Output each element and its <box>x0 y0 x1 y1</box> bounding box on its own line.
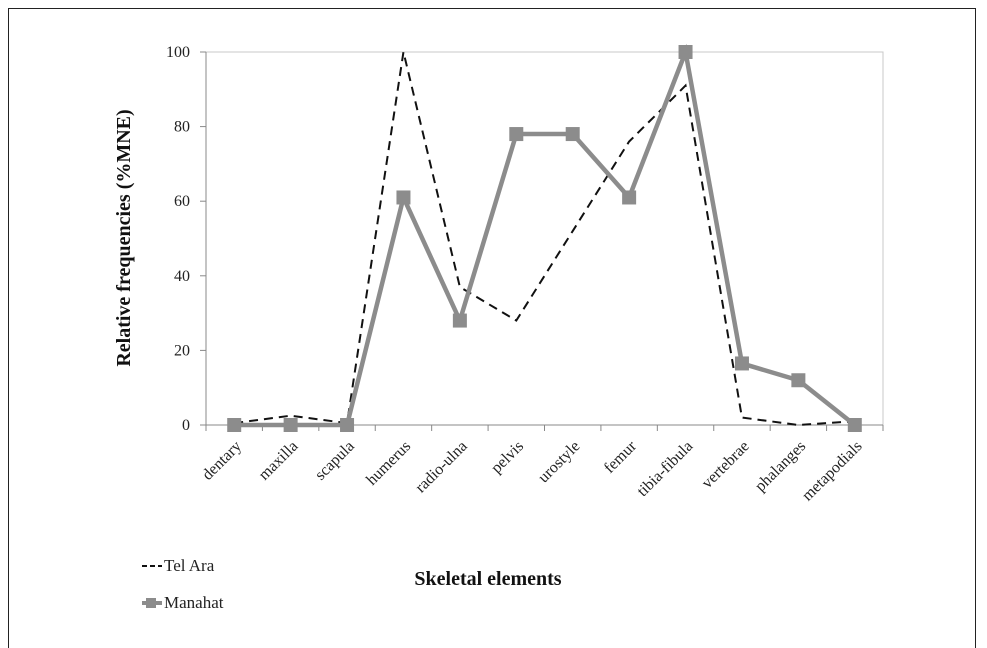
x-tick-label: radio-ulna <box>412 438 471 497</box>
data-point-manahat <box>509 127 524 142</box>
x-tick-label: humerus <box>363 438 414 489</box>
x-axis-title: Skeletal elements <box>414 568 561 590</box>
data-point-manahat <box>227 418 242 432</box>
legend: Tel Ara Manahat <box>142 556 224 612</box>
x-tick-label: metapodials <box>799 438 866 505</box>
y-tick-label: 80 <box>174 119 190 136</box>
series-layer <box>227 43 862 432</box>
y-tick-label: 60 <box>174 193 190 210</box>
x-tick-label: scapula <box>312 438 358 484</box>
x-tick-label: urostyle <box>535 438 583 486</box>
y-axis-title: Relative frequencies (%MNE) <box>113 109 135 366</box>
data-point-manahat <box>340 418 355 432</box>
series-line-tel-ara <box>234 51 855 427</box>
y-tick-label: 0 <box>182 417 190 434</box>
y-tick-label: 100 <box>166 44 190 61</box>
data-point-manahat <box>452 313 467 328</box>
x-tick-label: vertebrae <box>699 438 753 492</box>
legend-item-tel-ara: Tel Ara <box>142 556 215 575</box>
series-line-manahat <box>234 43 857 428</box>
x-tick-label: femur <box>601 437 641 477</box>
legend-marker-manahat <box>146 598 156 608</box>
data-point-manahat <box>283 418 298 432</box>
x-tick-label: phalanges <box>752 438 809 495</box>
x-tick-label: tibia-fibula <box>634 438 696 500</box>
data-point-manahat <box>678 45 693 59</box>
data-point-manahat <box>791 373 806 388</box>
plot-area-border <box>205 51 884 426</box>
legend-label-tel-ara: Tel Ara <box>164 556 215 575</box>
legend-item-manahat: Manahat <box>142 593 224 612</box>
data-point-manahat <box>734 356 749 371</box>
data-point-manahat <box>847 418 862 432</box>
x-tick-label: dentary <box>199 438 245 484</box>
y-tick-label: 40 <box>174 268 190 285</box>
data-point-manahat <box>565 127 580 142</box>
data-point-manahat <box>396 190 411 205</box>
x-tick-label: maxilla <box>256 438 302 484</box>
x-tick-label: pelvis <box>488 438 527 477</box>
legend-label-manahat: Manahat <box>164 593 224 612</box>
chart-frame <box>8 8 976 648</box>
y-tick-label: 20 <box>174 342 190 359</box>
data-point-manahat <box>622 190 637 205</box>
